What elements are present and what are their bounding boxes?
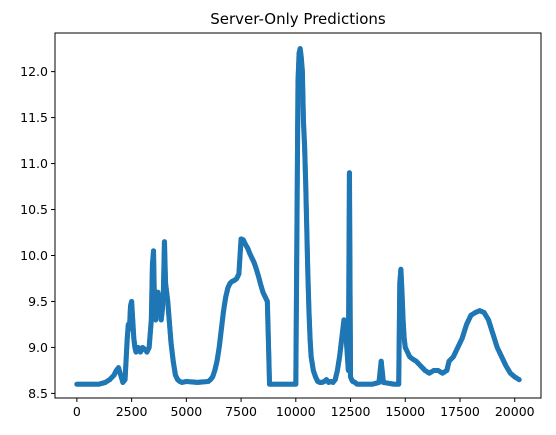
x-tick-label: 10000 [276, 404, 316, 419]
x-tick-label: 17500 [440, 404, 480, 419]
data-point [517, 377, 522, 382]
x-tick-label: 15000 [385, 404, 425, 419]
y-tick-label: 11.0 [20, 156, 48, 171]
chart-title: Server-Only Predictions [210, 10, 386, 28]
x-tick-label: 2500 [116, 404, 148, 419]
y-tick-label: 12.0 [20, 64, 48, 79]
y-tick-label: 8.5 [28, 386, 48, 401]
y-tick-label: 9.5 [28, 294, 48, 309]
y-tick-label: 10.5 [20, 202, 48, 217]
y-tick-label: 9.0 [28, 340, 48, 355]
x-tick-label: 5000 [170, 404, 202, 419]
y-tick-label: 10.0 [20, 248, 48, 263]
x-tick-label: 12500 [331, 404, 371, 419]
x-tick-label: 7500 [225, 404, 257, 419]
y-tick-label: 11.5 [20, 110, 48, 125]
x-tick-label: 0 [73, 404, 81, 419]
x-tick-label: 20000 [495, 404, 535, 419]
